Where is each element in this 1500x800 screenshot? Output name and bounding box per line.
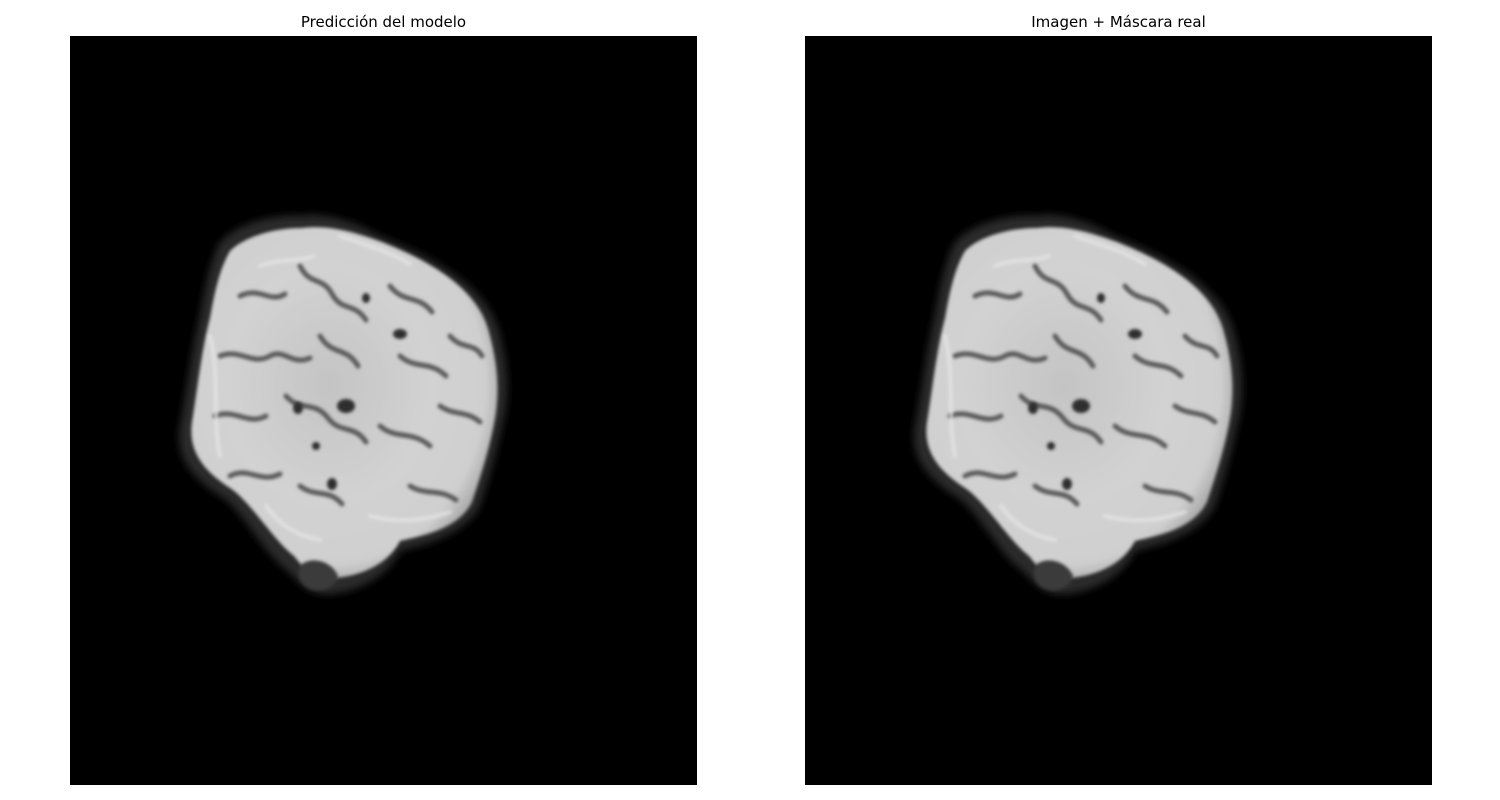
image-mask-scan-image [805, 36, 1432, 785]
panel-title: Predicción del modelo [300, 13, 467, 31]
panel-title: Imagen + Máscara real [1031, 13, 1206, 31]
panel-prediction: Predicción del modelo [70, 0, 697, 800]
panel-image-mask: Imagen + Máscara real [805, 0, 1432, 800]
prediction-scan-image [70, 36, 697, 785]
